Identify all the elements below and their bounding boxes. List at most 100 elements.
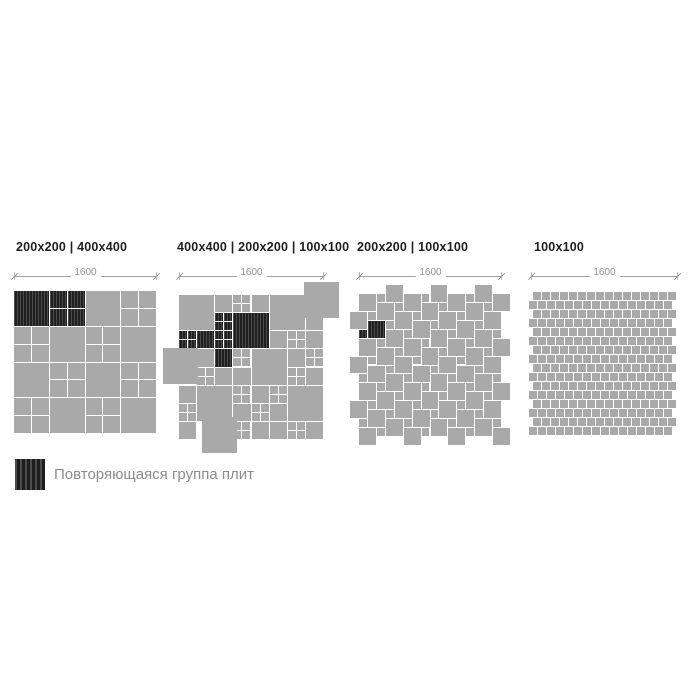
tile (618, 355, 627, 363)
tile (421, 302, 439, 320)
tile (260, 412, 269, 421)
tile (314, 358, 323, 367)
tile (179, 385, 197, 403)
tile (605, 400, 613, 408)
tile (555, 373, 564, 381)
pattern-title-4: 100x100 (534, 240, 585, 254)
tile (475, 329, 493, 347)
tile (528, 319, 537, 327)
tile (578, 382, 586, 390)
tile (627, 409, 636, 417)
tile (569, 346, 577, 354)
tile (484, 356, 501, 374)
tile (600, 319, 609, 327)
tile (448, 428, 466, 445)
tile (659, 364, 667, 372)
tile (188, 403, 197, 412)
tile (564, 355, 573, 363)
tile (582, 373, 591, 381)
tile (403, 383, 421, 401)
tile (412, 410, 430, 428)
tile (578, 328, 586, 336)
tile (251, 412, 260, 421)
tile (475, 419, 493, 436)
tile (564, 301, 573, 309)
tile (359, 374, 367, 383)
tile (587, 328, 595, 336)
tile (528, 391, 537, 399)
tile (448, 329, 457, 338)
tile (251, 295, 269, 313)
tile-grid-4 (528, 292, 677, 436)
tile (560, 400, 568, 408)
tile (457, 311, 466, 320)
tile (394, 302, 403, 311)
tile (528, 373, 537, 381)
tile (457, 356, 466, 365)
tile (542, 292, 550, 300)
tile (537, 373, 546, 381)
tile (551, 328, 559, 336)
tile (14, 326, 31, 344)
tile (600, 427, 609, 435)
tile (555, 337, 564, 345)
tile (448, 294, 466, 311)
tile (555, 301, 564, 309)
tile (242, 358, 251, 367)
repeating-group-tile (215, 322, 224, 331)
tile (179, 295, 215, 331)
tile (533, 292, 541, 300)
tile (668, 400, 676, 408)
tile (533, 382, 541, 390)
tile (573, 355, 582, 363)
tile (569, 418, 577, 426)
tile (551, 400, 559, 408)
tile (627, 391, 636, 399)
tile (600, 355, 609, 363)
tile (636, 373, 645, 381)
tile (555, 391, 564, 399)
dim-label: 1600 (70, 266, 101, 279)
tile (654, 355, 663, 363)
tile (659, 346, 667, 354)
tile (578, 400, 586, 408)
tile (430, 365, 439, 374)
tile (421, 347, 439, 365)
tile (233, 421, 242, 430)
tile (385, 320, 394, 329)
dimension-line-1: 1600 (10, 266, 161, 281)
tile (121, 308, 139, 326)
tile (587, 418, 595, 426)
tile (385, 419, 403, 436)
tile (179, 421, 197, 439)
tile (179, 403, 188, 412)
tile (201, 417, 237, 453)
tile (528, 427, 537, 435)
tile (582, 427, 591, 435)
tile (367, 356, 376, 365)
tile (582, 319, 591, 327)
tile (564, 391, 573, 399)
tile (403, 419, 412, 428)
tile (591, 355, 600, 363)
tile (31, 344, 49, 362)
tile (551, 310, 559, 318)
tile (618, 427, 627, 435)
tile (350, 356, 367, 374)
tile (582, 355, 591, 363)
legend-label: Повторяющаяся группа плит (54, 466, 254, 483)
tile (242, 394, 251, 403)
tile (49, 398, 85, 433)
tile (31, 416, 49, 433)
tile (645, 355, 654, 363)
tile (430, 285, 448, 302)
tile (359, 419, 367, 428)
tile (188, 412, 197, 421)
tile (269, 385, 278, 394)
tile (636, 409, 645, 417)
tile (641, 382, 649, 390)
pattern-title-2: 400x400 | 200x200 | 100x100 (177, 240, 350, 254)
tile (394, 392, 403, 401)
tile (139, 308, 156, 326)
tile (493, 374, 501, 383)
